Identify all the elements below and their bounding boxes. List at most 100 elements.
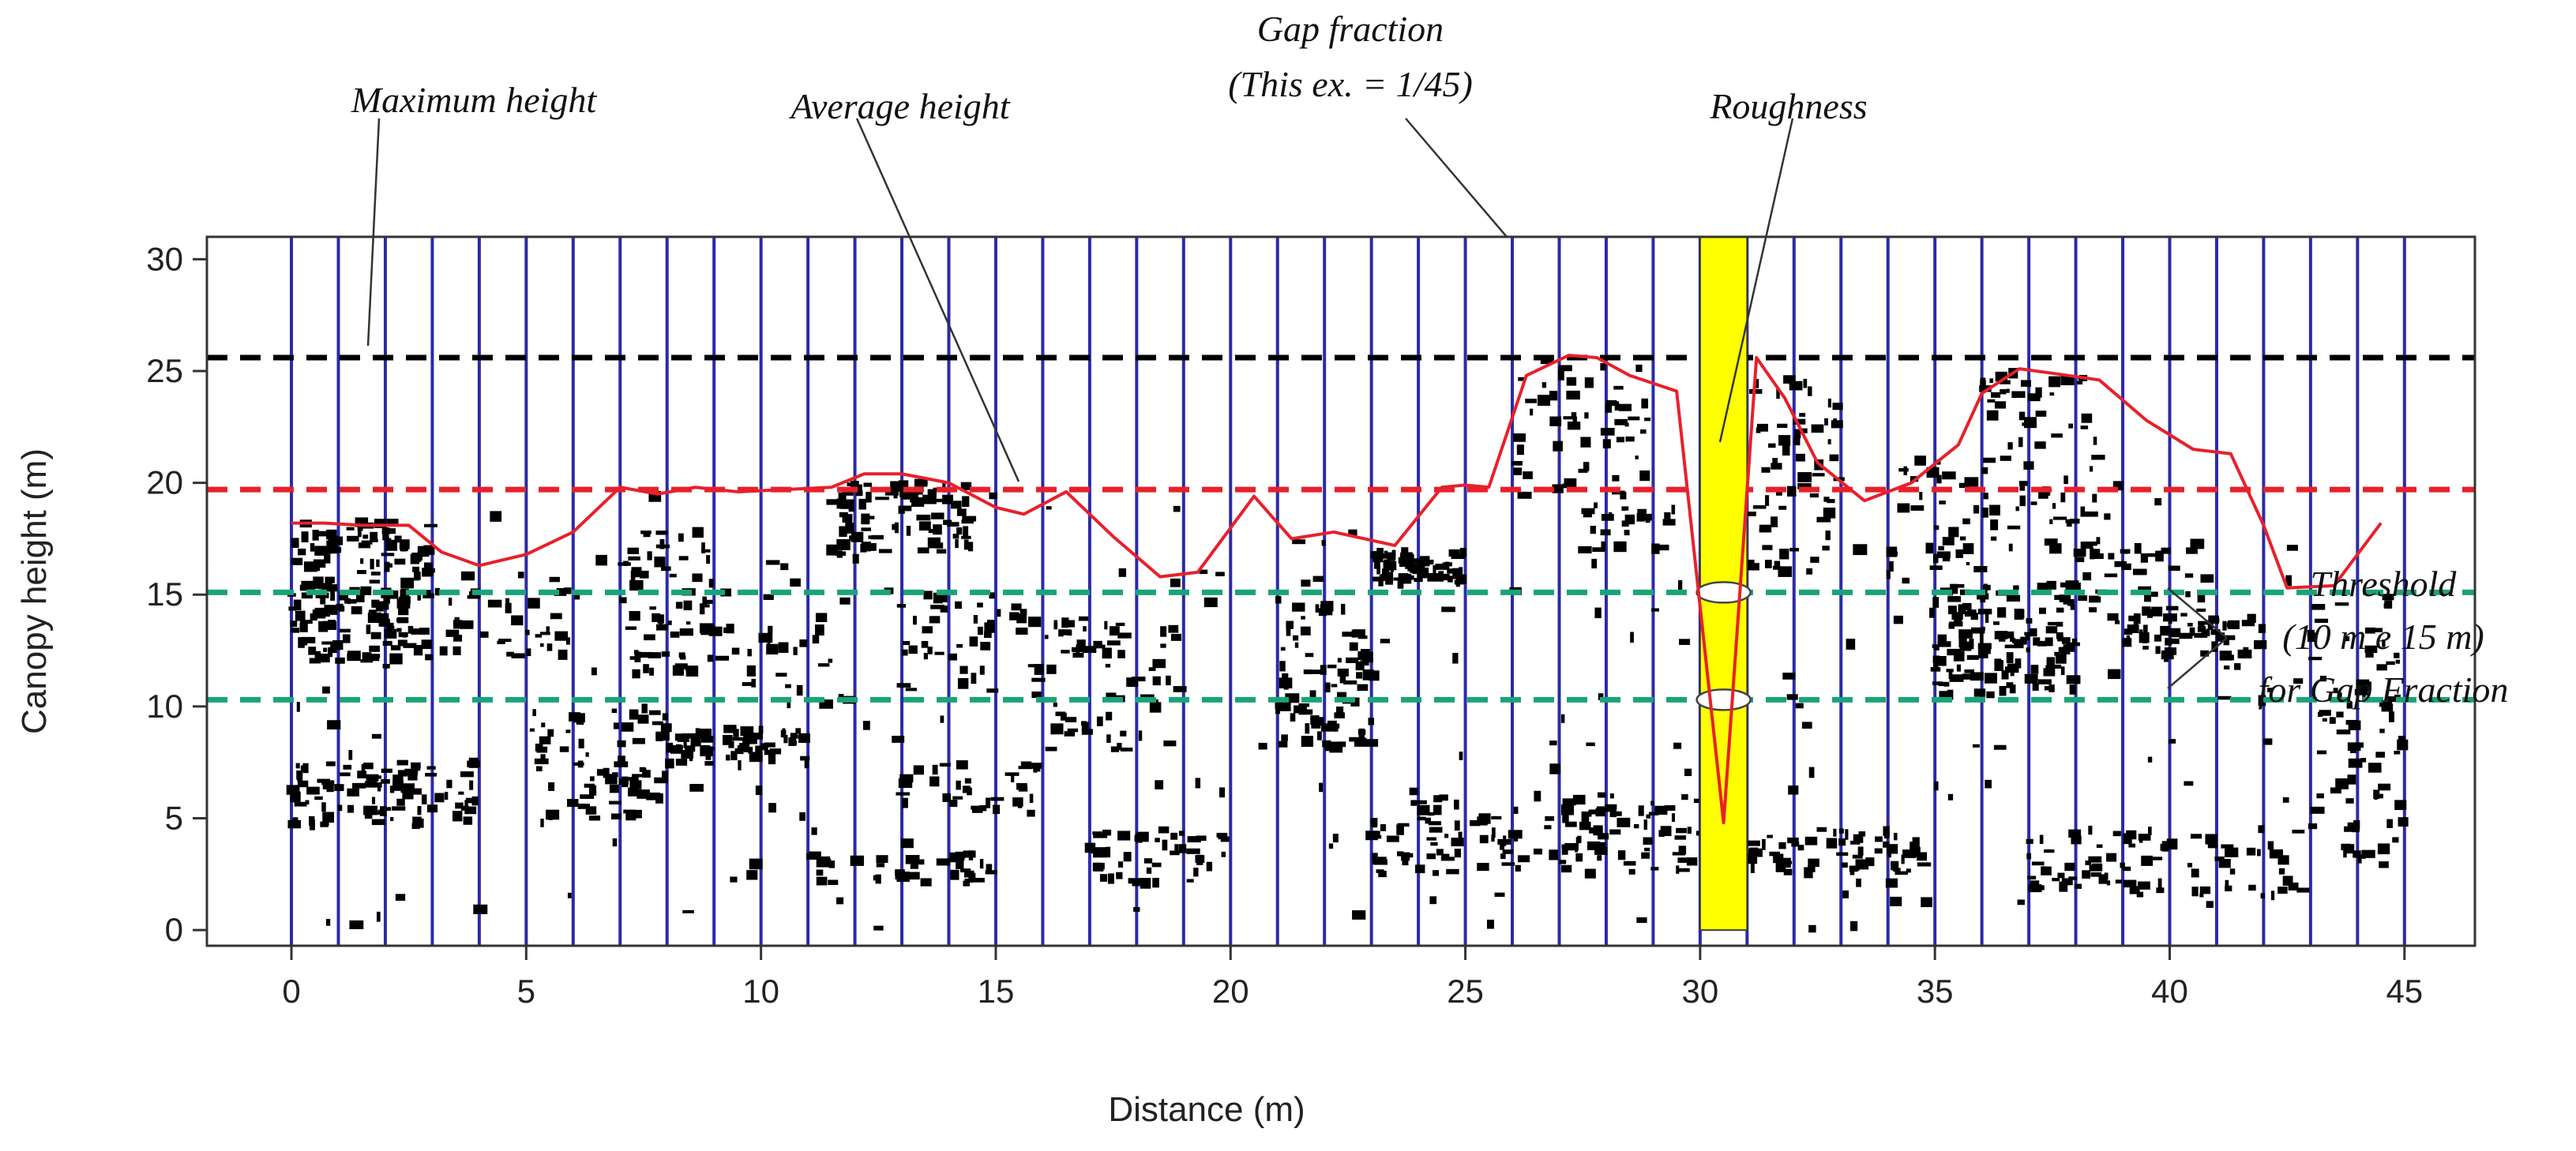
lidar-point [1809, 493, 1819, 498]
lidar-point [1477, 863, 1489, 872]
lidar-point [2093, 553, 2104, 560]
lidar-point [1773, 565, 1781, 570]
lidar-point [2035, 387, 2042, 398]
lidar-point [873, 925, 884, 931]
lidar-point [2082, 572, 2092, 581]
lidar-point [1470, 819, 1481, 827]
lidar-point [1046, 664, 1057, 674]
lidar-point [2126, 635, 2131, 639]
lidar-point [1452, 568, 1463, 579]
lidar-point [2168, 565, 2180, 572]
lidar-point [2056, 607, 2064, 613]
lidar-point [2134, 542, 2142, 554]
lidar-point [1561, 845, 1568, 855]
lidar-point [1136, 832, 1143, 843]
lidar-point [390, 645, 401, 650]
lidar-point [1795, 703, 1804, 709]
lidar-point [1386, 572, 1391, 579]
lidar-point [2000, 388, 2007, 395]
lidar-point [901, 797, 908, 808]
lidar-point [1586, 742, 1595, 747]
lidar-point [1972, 744, 1980, 748]
lidar-point [2343, 849, 2347, 858]
lidar-point [910, 491, 919, 503]
lidar-point [1947, 793, 1954, 800]
lidar-point [1793, 437, 1801, 446]
lidar-point [1883, 826, 1890, 836]
lidar-point [2377, 843, 2390, 855]
lidar-point [662, 713, 668, 721]
y-tick-label-30: 30 [146, 240, 183, 277]
lidar-point [755, 745, 762, 754]
lidar-point [2026, 838, 2033, 844]
lidar-point [425, 568, 434, 576]
lidar-point [902, 641, 911, 646]
lidar-point [2122, 638, 2132, 647]
lidar-point [2248, 884, 2256, 891]
lidar-point [612, 772, 618, 778]
lidar-point [916, 514, 931, 521]
lidar-point [2106, 880, 2111, 886]
lidar-point [467, 760, 480, 767]
lidar-point [1305, 723, 1310, 734]
lidar-point [2096, 537, 2101, 545]
lidar-point [296, 702, 300, 712]
lidar-point [750, 733, 764, 740]
lidar-point [654, 557, 666, 568]
lidar-point [1360, 660, 1369, 666]
lidar-point [1614, 418, 1628, 426]
lidar-point [875, 874, 881, 884]
lidar-point [2049, 543, 2062, 554]
lidar-point [922, 626, 933, 634]
lidar-point [625, 811, 636, 821]
lidar-point [1166, 675, 1171, 686]
lidar-point [1966, 562, 1970, 566]
lidar-point [1912, 837, 1920, 848]
lidar-point [1598, 833, 1609, 840]
lidar-point [2200, 650, 2210, 657]
lidar-point [370, 775, 382, 779]
lidar-point [1681, 793, 1688, 800]
lidar-point [2142, 638, 2148, 643]
lidar-point [1955, 549, 1964, 558]
lidar-point [1838, 838, 1846, 846]
lidar-point [1076, 639, 1086, 650]
lidar-point [1932, 644, 1940, 649]
lidar-point [1625, 436, 1635, 442]
lidar-point [1958, 604, 1963, 612]
lidar-point [971, 673, 977, 684]
annotation-threshold: Threshold [2311, 564, 2458, 604]
lidar-point [1168, 624, 1179, 633]
lidar-point [1479, 817, 1488, 826]
lidar-point [790, 578, 801, 587]
lidar-point [1771, 516, 1778, 527]
lidar-point [1386, 835, 1399, 842]
lidar-point [977, 626, 983, 635]
lidar-point [2258, 624, 2266, 633]
lidar-point [1937, 641, 1951, 647]
lidar-point [2028, 884, 2042, 893]
lidar-point [325, 761, 336, 767]
lidar-point [2229, 868, 2236, 875]
lidar-point [701, 549, 711, 553]
lidar-point [506, 652, 511, 656]
lidar-point [2073, 548, 2086, 557]
lidar-point [1343, 680, 1357, 685]
lidar-point [2122, 866, 2131, 872]
lidar-point [2336, 729, 2351, 735]
lidar-point [1533, 848, 1542, 855]
lidar-point [1017, 797, 1023, 808]
lidar-point [2033, 637, 2041, 646]
lidar-point [1589, 809, 1597, 815]
lidar-point [536, 746, 548, 753]
lidar-point [1833, 828, 1837, 837]
lidar-point [1804, 836, 1818, 845]
lidar-point [337, 804, 343, 812]
lidar-point [412, 816, 422, 827]
lidar-point [1934, 525, 1940, 531]
lidar-point [392, 780, 404, 791]
lidar-point [357, 528, 362, 538]
lidar-point [577, 803, 586, 809]
lidar-point [1973, 566, 1988, 572]
lidar-point [1788, 785, 1799, 795]
